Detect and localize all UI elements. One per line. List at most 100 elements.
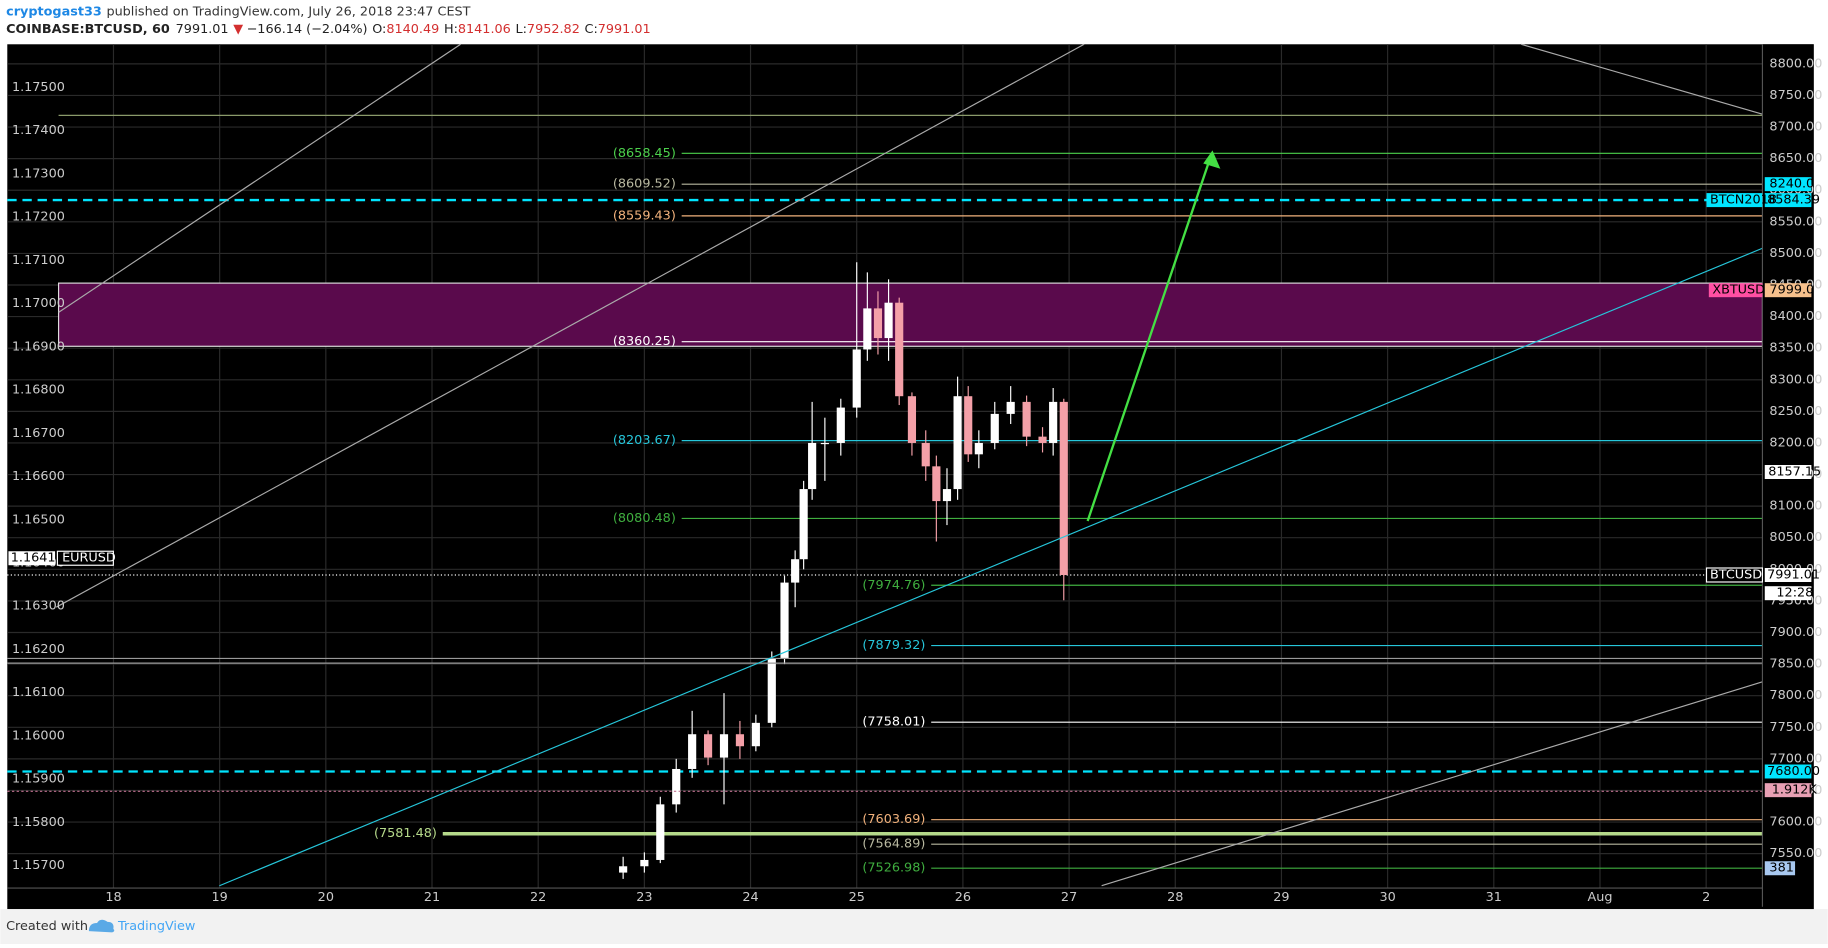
- y2-tick-label: 1.16800: [12, 383, 65, 398]
- level-label: (7526.98): [862, 861, 925, 876]
- chart-area: [7, 44, 1814, 910]
- tag-bg: [1764, 283, 1812, 298]
- y-tick-label: 7800.00: [1769, 688, 1822, 703]
- candle-body: [656, 804, 665, 860]
- x-tick-label: 24: [742, 890, 758, 905]
- x-tick-label: 20: [318, 890, 334, 905]
- y-tick-label: 7700.00: [1769, 751, 1822, 766]
- candle-body: [852, 349, 861, 408]
- level-label: (8360.25): [613, 334, 676, 349]
- level-label: (8080.48): [613, 511, 676, 526]
- candle-body: [808, 442, 817, 490]
- footer-brand[interactable]: TradingView: [117, 919, 195, 934]
- price-tag-bg: [1764, 193, 1812, 208]
- y-tick-label: 7600.00: [1769, 815, 1822, 830]
- ohlc-label: H:: [444, 22, 458, 37]
- x-tick-label: 19: [212, 890, 228, 905]
- x-tick-label: 22: [530, 890, 546, 905]
- x-tick-label: Aug: [1587, 890, 1612, 905]
- price-tag-name: BTCN2018: [1710, 193, 1777, 208]
- candle-body: [1038, 436, 1047, 443]
- plot: (8658.45) (8609.52) (8559.43) (8360.25) (820…: [7, 146, 1764, 879]
- candle-body: [1006, 401, 1015, 414]
- candle-body: [751, 722, 760, 747]
- y2-tick-label: 1.16300: [12, 599, 65, 614]
- y-tick-label: 7900.00: [1769, 625, 1822, 640]
- y2-tick-label: 1.15700: [12, 858, 65, 873]
- arrow-head: [1203, 150, 1221, 169]
- last: 7991.01: [176, 22, 229, 37]
- candle-body: [1049, 401, 1058, 443]
- tag: 8157.15: [1768, 465, 1821, 480]
- level-label: (8609.52): [613, 177, 676, 192]
- y-tick-label: 8300.00: [1769, 372, 1822, 387]
- x-tick-label: 21: [424, 890, 440, 905]
- tag-bg: [1708, 283, 1763, 298]
- y2-tick-label: 1.17500: [12, 80, 65, 95]
- level-label: (7879.32): [862, 638, 925, 653]
- y2-tick-label: 1.16000: [12, 728, 65, 743]
- tag-bg: [1764, 177, 1812, 192]
- logo: [88, 919, 115, 933]
- y-tick-label: 8650.00: [1769, 151, 1822, 166]
- candle-body: [921, 442, 930, 467]
- y-tick-label: 8500.00: [1769, 246, 1822, 261]
- x-tick-label: 29: [1273, 890, 1289, 905]
- tag: 381: [1769, 861, 1793, 876]
- tags: 8240.0 XBTUSD 7999.0 8157.15 12:28 1.912…: [8, 177, 1821, 876]
- tag-bg: [1764, 861, 1796, 876]
- ohlc-label: O:: [372, 22, 386, 37]
- price-tag-bg: [1764, 764, 1812, 779]
- candle-body: [799, 489, 808, 560]
- price-tag-bg: [1706, 193, 1763, 208]
- tag: 8240.0: [1769, 177, 1814, 192]
- tag-bg: [1764, 586, 1812, 601]
- trend-line: [1521, 43, 1763, 115]
- y-tick-label: 7550.00: [1769, 846, 1822, 861]
- y-tick-label: 8350.00: [1769, 341, 1822, 356]
- level-label: (7758.01): [862, 715, 925, 730]
- y2-tick-label: 1.16200: [12, 642, 65, 657]
- symbol: COINBASE:BTCUSD, 60: [6, 22, 170, 37]
- symbol-line: COINBASE:BTCUSD, 60 7991.01 ▼ −166.14 (−2.0…: [6, 22, 651, 37]
- candle-body: [990, 413, 999, 443]
- price-tag: 8584.39: [1767, 193, 1820, 208]
- candle-body: [1022, 401, 1031, 437]
- y-tick-label: 8750.00: [1769, 88, 1822, 103]
- price-tag-bg: [1705, 567, 1764, 583]
- tag: 1.912K: [1772, 783, 1818, 798]
- x-tick-label: 2: [1702, 890, 1710, 905]
- level-label: (7564.89): [862, 837, 925, 852]
- arrow: [1086, 158, 1212, 522]
- candle-body: [820, 442, 829, 445]
- candle-body: [873, 308, 883, 339]
- y2-tick-label: 1.16100: [12, 685, 65, 700]
- x-tick-label: 23: [636, 890, 652, 905]
- price-tag-name: BTCUSD: [1710, 567, 1762, 582]
- arrow: ▼: [233, 22, 243, 37]
- candle-body: [942, 489, 952, 502]
- y2-tick-label: 1.16600: [12, 469, 65, 484]
- y2-tick-label: 1.17200: [12, 210, 65, 225]
- candle-body: [863, 308, 872, 350]
- candle-body: [884, 302, 893, 339]
- y2-tick-label: 1.15900: [12, 772, 65, 787]
- y-tick-label: 8250.00: [1769, 404, 1822, 419]
- candle-body: [640, 859, 649, 867]
- ohlc-value: 8140.49: [386, 22, 439, 37]
- tag-bg: [56, 550, 114, 566]
- y-tick-label: 8050.00: [1769, 530, 1822, 545]
- candle-body: [767, 658, 776, 723]
- tag-bg: [1764, 465, 1812, 479]
- candle-body: [735, 734, 745, 747]
- y-tick-label: 7750.00: [1769, 720, 1822, 735]
- candle-body: [1059, 401, 1068, 576]
- level-label: (7603.69): [862, 812, 925, 827]
- tag: 1.16411: [11, 551, 64, 566]
- trend-line: [55, 43, 1085, 608]
- author[interactable]: cryptogast33: [6, 4, 102, 19]
- x-tick-label: 27: [1061, 890, 1077, 905]
- candle-body: [791, 559, 800, 583]
